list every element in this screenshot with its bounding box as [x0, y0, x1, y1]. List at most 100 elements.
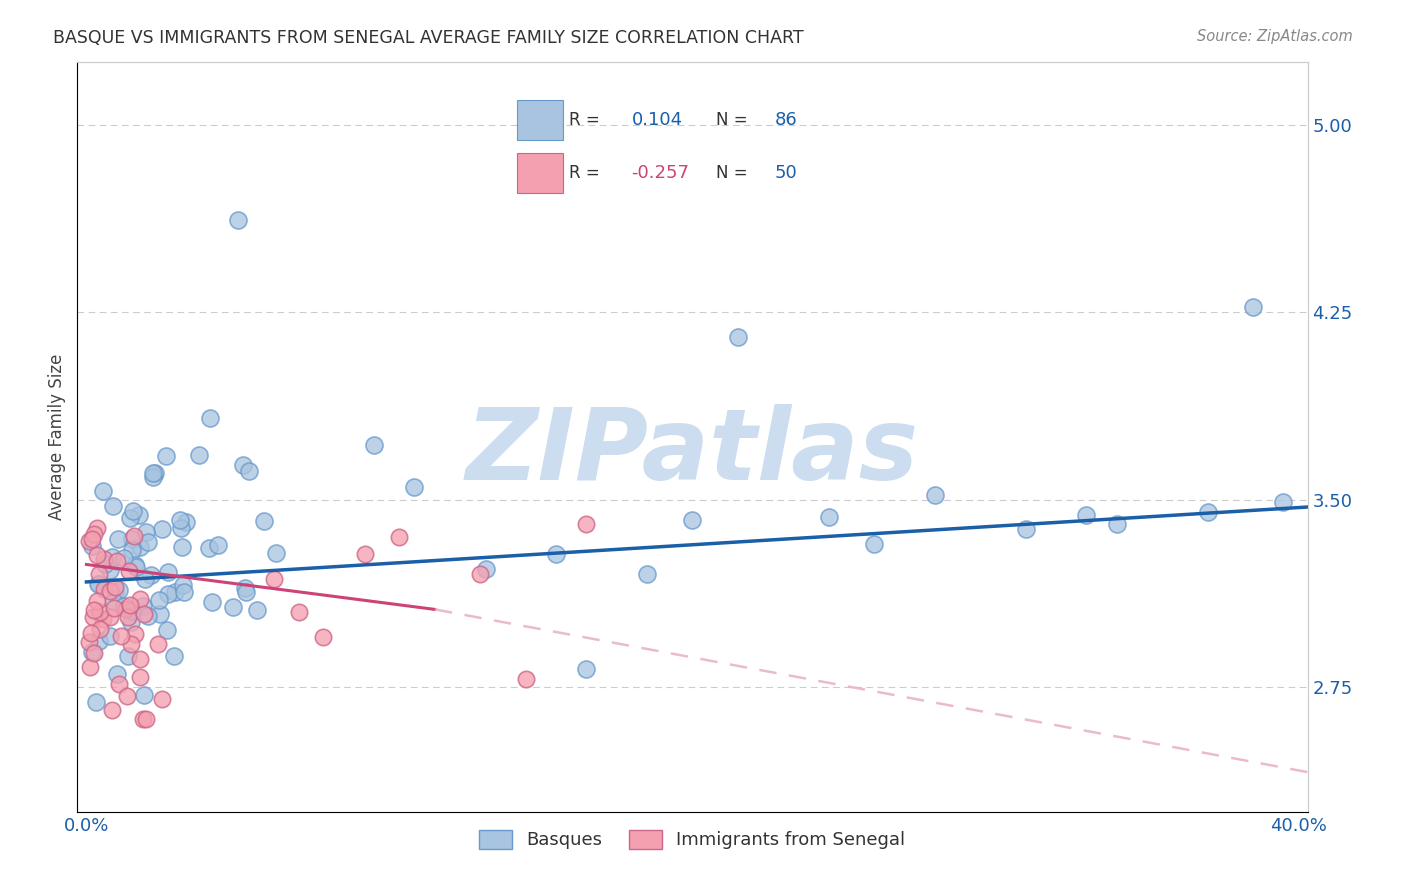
Point: [402, 480, 425, 494]
Point: [87, 633, 110, 648]
Point: [79, 659, 101, 673]
Point: [132, 599, 155, 613]
Point: [546, 548, 568, 562]
Point: [101, 703, 124, 717]
Point: [82, 645, 104, 659]
Point: [139, 568, 162, 582]
Point: [98, 610, 121, 624]
Point: [1105, 517, 1128, 532]
Point: [128, 541, 150, 555]
Point: [87, 576, 110, 591]
Point: [120, 598, 142, 612]
Point: [128, 508, 150, 523]
Point: [387, 530, 409, 544]
Point: [172, 578, 194, 592]
Point: [235, 585, 257, 599]
Point: [115, 690, 138, 704]
Point: [135, 524, 157, 539]
Point: [101, 593, 124, 607]
Point: [363, 437, 385, 451]
Point: [232, 458, 254, 472]
Point: [156, 624, 179, 638]
Point: [1076, 508, 1098, 522]
Point: [93, 611, 115, 625]
Point: [207, 538, 229, 552]
Point: [110, 629, 132, 643]
Point: [89, 566, 111, 581]
Point: [172, 540, 194, 554]
Text: BASQUE VS IMMIGRANTS FROM SENEGAL AVERAGE FAMILY SIZE CORRELATION CHART: BASQUE VS IMMIGRANTS FROM SENEGAL AVERAG…: [53, 29, 804, 46]
Point: [101, 550, 124, 565]
Point: [136, 534, 159, 549]
Point: [157, 586, 180, 600]
Point: [287, 605, 309, 619]
Point: [93, 557, 115, 571]
Point: [105, 667, 128, 681]
Y-axis label: Average Family Size: Average Family Size: [48, 354, 66, 520]
Point: [108, 582, 131, 597]
Point: [121, 532, 143, 546]
Point: [312, 630, 335, 644]
Point: [1272, 495, 1295, 509]
Point: [125, 560, 148, 574]
Point: [120, 637, 142, 651]
Point: [80, 625, 103, 640]
Point: [132, 712, 155, 726]
Point: [200, 595, 222, 609]
Point: [136, 609, 159, 624]
Point: [103, 580, 125, 594]
Point: [87, 576, 110, 591]
Point: [150, 692, 173, 706]
Point: [86, 521, 108, 535]
Point: [122, 504, 145, 518]
Point: [169, 513, 191, 527]
Point: [98, 563, 121, 577]
Text: Source: ZipAtlas.com: Source: ZipAtlas.com: [1197, 29, 1353, 44]
Point: [143, 467, 166, 481]
Point: [89, 623, 111, 637]
Point: [121, 542, 143, 557]
Point: [93, 582, 115, 597]
Point: [727, 330, 749, 344]
Point: [124, 627, 146, 641]
Point: [93, 552, 115, 566]
Point: [174, 516, 197, 530]
Point: [200, 410, 222, 425]
Point: [79, 533, 101, 548]
Point: [863, 537, 886, 551]
Point: [112, 550, 135, 565]
Point: [575, 662, 598, 676]
Point: [107, 532, 129, 546]
Point: [149, 607, 172, 621]
Point: [187, 448, 209, 462]
Point: [515, 673, 537, 687]
Point: [246, 603, 269, 617]
Point: [120, 615, 142, 629]
Point: [150, 522, 173, 536]
Point: [124, 558, 146, 573]
Point: [173, 584, 195, 599]
Point: [1015, 523, 1038, 537]
Point: [82, 532, 104, 546]
Point: [121, 604, 143, 618]
Point: [155, 449, 177, 463]
Point: [83, 603, 105, 617]
Point: [233, 581, 256, 595]
Point: [86, 594, 108, 608]
Legend: Basques, Immigrants from Senegal: Basques, Immigrants from Senegal: [472, 822, 912, 856]
Point: [108, 677, 131, 691]
Point: [118, 564, 141, 578]
Point: [148, 637, 170, 651]
Point: [132, 607, 155, 621]
Point: [103, 600, 125, 615]
Point: [83, 646, 105, 660]
Point: [105, 554, 128, 568]
Point: [104, 584, 127, 599]
Point: [98, 583, 121, 598]
Point: [148, 593, 170, 607]
Point: [222, 599, 245, 614]
Point: [79, 635, 101, 649]
Point: [238, 464, 260, 478]
Point: [470, 567, 492, 582]
Point: [128, 670, 150, 684]
